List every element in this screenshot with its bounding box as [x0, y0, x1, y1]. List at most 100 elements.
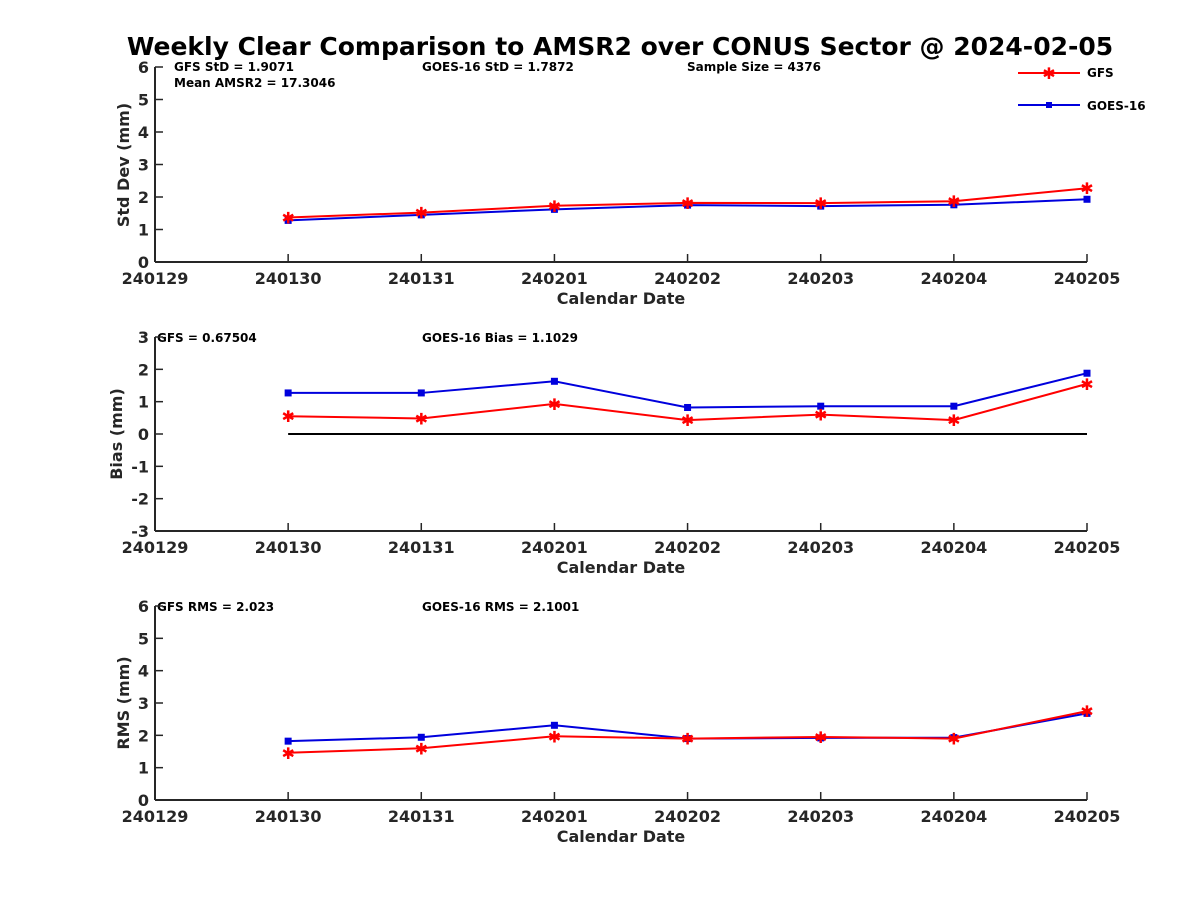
data-point-gfs: ✱ — [947, 192, 960, 211]
panel-plot-1: 0 1 2 3 4 5 6 240129 240130 240131 240201 240202 240… — [122, 58, 1121, 288]
y-tick-label: 4 — [138, 662, 149, 681]
legend-gfs-marker-icon: ✱ — [1042, 64, 1055, 83]
x-axis-label: Calendar Date — [557, 558, 686, 577]
y-tick-label: -1 — [131, 457, 149, 476]
data-point-goes16 — [417, 389, 425, 397]
x-tick-label: 240131 — [388, 538, 455, 557]
data-point-goes16 — [284, 216, 292, 224]
x-tick-label: 240131 — [388, 269, 455, 288]
y-tick-label: -2 — [131, 490, 149, 509]
data-point-goes16 — [1083, 709, 1091, 717]
y-tick-label: 6 — [138, 58, 149, 77]
data-point-goes16 — [950, 201, 958, 209]
x-tick-label: 240205 — [1054, 538, 1121, 557]
data-point-goes16 — [950, 402, 958, 410]
stat-gfs-rms: GFS RMS = 2.023 — [157, 600, 274, 614]
y-tick-label: 0 — [138, 791, 149, 810]
data-point-gfs: ✱ — [548, 727, 561, 746]
data-point-goes16 — [284, 737, 292, 745]
x-tick-label: 240204 — [920, 269, 987, 288]
series-line-gfs — [288, 382, 1088, 422]
data-point-gfs: ✱ — [814, 406, 827, 425]
data-point-gfs: ✱ — [415, 409, 428, 428]
stat-gfs-bias: GFS = 0.67504 — [157, 331, 257, 345]
data-point-goes16 — [417, 733, 425, 741]
data-point-gfs: ✱ — [415, 204, 428, 223]
y-tick-label: 3 — [138, 328, 149, 347]
y-tick-label: 3 — [138, 694, 149, 713]
x-tick-label: 240129 — [122, 538, 189, 557]
std-dev-panel: GFS StD = 1.9071 Mean AMSR2 = 17.3046 GO… — [114, 60, 821, 308]
x-tick-label: 240201 — [521, 269, 588, 288]
y-tick-label: 6 — [138, 597, 149, 616]
y-tick-label: 5 — [138, 91, 149, 110]
x-axis-label: Calendar Date — [557, 827, 686, 846]
y-tick-label: 5 — [138, 629, 149, 648]
chart-title: Weekly Clear Comparison to AMSR2 over CO… — [127, 32, 1113, 61]
series-line-gfs — [288, 187, 1088, 219]
stat-goes16-rms: GOES-16 RMS = 2.1001 — [422, 600, 579, 614]
data-point-goes16 — [550, 377, 558, 385]
data-point-goes16 — [684, 403, 692, 411]
y-tick-label: 0 — [138, 425, 149, 444]
x-tick-label: 240202 — [654, 269, 721, 288]
data-point-goes16 — [817, 202, 825, 210]
x-axis-label: Calendar Date — [557, 289, 686, 308]
series-line-goes16 — [288, 372, 1088, 409]
x-tick-label: 240130 — [255, 807, 322, 826]
x-tick-label: 240205 — [1054, 807, 1121, 826]
x-tick-label: 240203 — [787, 807, 854, 826]
x-tick-label: 240203 — [787, 269, 854, 288]
y-axis-label: RMS (mm) — [114, 656, 133, 749]
x-tick-label: 240201 — [521, 807, 588, 826]
legend-goes16-marker-icon — [1046, 102, 1052, 108]
data-point-gfs: ✱ — [681, 194, 694, 213]
x-tick-label: 240130 — [255, 269, 322, 288]
panel-plot-2: -3 -2 -1 0 1 2 3 240129 240130 240131 240201 240202… — [122, 328, 1121, 557]
stat-gfs-std: GFS StD = 1.9071 — [174, 60, 294, 74]
data-point-gfs: ✱ — [281, 208, 294, 227]
data-point-gfs: ✱ — [1080, 702, 1093, 721]
y-tick-label: 1 — [138, 393, 149, 412]
data-point-goes16 — [1083, 195, 1091, 203]
data-point-gfs: ✱ — [947, 730, 960, 749]
legend-goes16-label: GOES-16 — [1087, 99, 1146, 113]
x-tick-label: 240205 — [1054, 269, 1121, 288]
x-tick-label: 240201 — [521, 538, 588, 557]
x-tick-label: 240204 — [920, 807, 987, 826]
y-axis-label: Bias (mm) — [107, 388, 126, 480]
legend: ✱ GFS GOES-16 — [1018, 64, 1146, 113]
x-tick-label: 240202 — [654, 807, 721, 826]
x-tick-label: 240202 — [654, 538, 721, 557]
x-tick-label: 240204 — [920, 538, 987, 557]
data-point-goes16 — [684, 201, 692, 209]
y-tick-label: -3 — [131, 522, 149, 541]
rms-panel: GFS RMS = 2.023 GOES-16 RMS = 2.1001 RMS… — [114, 600, 685, 846]
data-point-gfs: ✱ — [548, 395, 561, 414]
data-point-gfs: ✱ — [681, 730, 694, 749]
y-tick-label: 4 — [138, 123, 149, 142]
data-point-goes16 — [550, 721, 558, 729]
data-point-gfs: ✱ — [814, 728, 827, 747]
data-point-gfs: ✱ — [1080, 179, 1093, 198]
y-tick-label: 1 — [138, 759, 149, 778]
data-point-gfs: ✱ — [814, 194, 827, 213]
stat-sample-size: Sample Size = 4376 — [687, 60, 821, 74]
x-tick-label: 240129 — [122, 807, 189, 826]
y-axis-label: Std Dev (mm) — [114, 103, 133, 227]
bias-panel: GFS = 0.67504 GOES-16 Bias = 1.1029 Bias… — [107, 331, 685, 577]
data-point-gfs: ✱ — [681, 411, 694, 430]
data-point-goes16 — [1083, 369, 1091, 377]
y-tick-label: 0 — [138, 253, 149, 272]
x-tick-label: 240130 — [255, 538, 322, 557]
panel-plot-3: 0 1 2 3 4 5 6 240129 240130 240131 240201 240202 240… — [122, 597, 1121, 826]
y-tick-label: 2 — [138, 360, 149, 379]
series-line-gfs — [288, 710, 1088, 754]
data-point-goes16 — [284, 389, 292, 397]
stat-goes16-bias: GOES-16 Bias = 1.1029 — [422, 331, 578, 345]
y-tick-label: 2 — [138, 188, 149, 207]
data-point-goes16 — [550, 205, 558, 213]
legend-gfs-label: GFS — [1087, 66, 1114, 80]
x-tick-label: 240203 — [787, 538, 854, 557]
